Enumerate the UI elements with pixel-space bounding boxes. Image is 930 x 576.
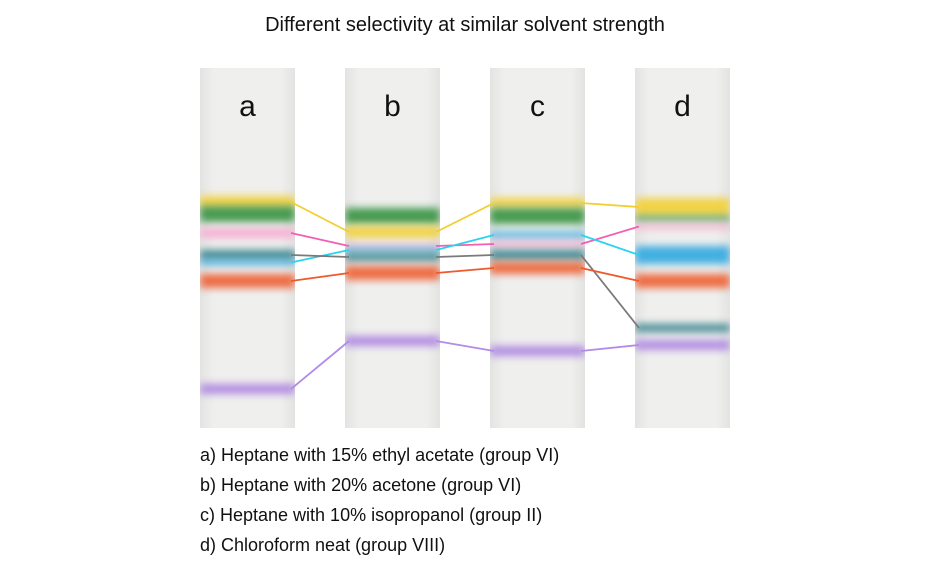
band-teal [200,250,295,260]
band-green [490,208,585,224]
band-teal [345,253,440,261]
band-orange [490,262,585,274]
legend-line-b: b) Heptane with 20% acetone (group VI) [200,472,559,500]
band-green [345,208,440,224]
band-purple [345,336,440,346]
tlc-plate-b: b [345,68,440,428]
band-orange [345,266,440,280]
band-blue [345,248,440,252]
tlc-plate-a: a [200,68,295,428]
tlc-plate-c: c [490,68,585,428]
band-yellow [490,198,585,208]
plate-label-b: b [345,90,440,124]
band-teal [490,250,585,260]
band-yellow [635,198,730,216]
band-orange [635,274,730,288]
band-green [200,206,295,222]
legend-line-c: c) Heptane with 10% isopropanol (group I… [200,502,559,530]
legend-line-a: a) Heptane with 15% ethyl acetate (group… [200,442,559,470]
band-purple [635,340,730,350]
band-purple [200,384,295,394]
band-orange [200,274,295,288]
plate-label-c: c [490,90,585,124]
band-pink [200,228,295,238]
band-pink [490,241,585,247]
band-yellow [345,226,440,238]
figure-legend: a) Heptane with 15% ethyl acetate (group… [200,442,559,562]
legend-line-d: d) Chloroform neat (group VIII) [200,532,559,560]
plate-label-d: d [635,90,730,124]
tlc-plate-d: d [635,68,730,428]
plate-label-a: a [200,90,295,124]
band-blue [490,232,585,238]
tlc-plates: a b c d [200,68,730,428]
band-blue [635,246,730,264]
band-green [635,216,730,221]
band-blue [200,260,295,265]
band-purple [490,346,585,356]
figure-title: Different selectivity at similar solvent… [0,14,930,37]
band-pink [635,224,730,229]
band-teal [635,324,730,332]
